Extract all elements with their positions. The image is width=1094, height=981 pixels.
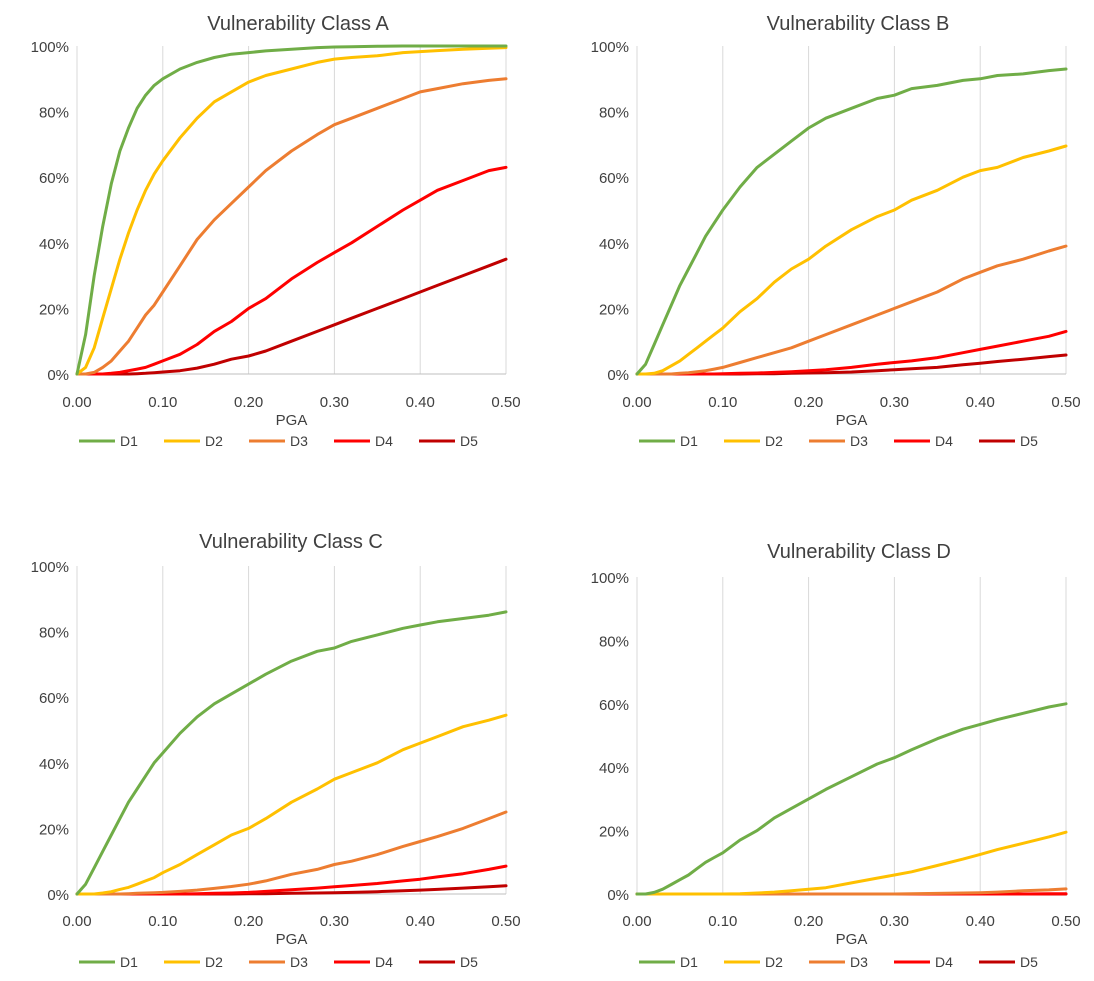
x-tick-label: 0.50 [491, 913, 520, 930]
legend-label-d4: D4 [375, 433, 393, 449]
y-tick-label: 100% [31, 39, 69, 56]
x-tick-label: 0.20 [794, 913, 823, 930]
chart-panel-2: Vulnerability Class C 0% 20% 40% 60% 80% 100% 0… [31, 531, 521, 970]
y-tick-label: 80% [599, 633, 629, 650]
legend-label-d4: D4 [935, 433, 953, 449]
y-tick-label: 40% [39, 756, 69, 773]
x-tick-label: 0.50 [1051, 394, 1080, 411]
series-line-d2 [635, 830, 1068, 896]
legend-label-d4: D4 [935, 954, 953, 970]
y-tick-label: 60% [39, 170, 69, 187]
x-tick-label: 0.00 [622, 394, 651, 411]
chart-title: Vulnerability Class A [207, 13, 389, 35]
y-tick-label: 20% [599, 301, 629, 318]
y-tick-label: 20% [39, 301, 69, 318]
x-tick-label: 0.40 [966, 394, 995, 411]
x-tick-label: 0.40 [406, 394, 435, 411]
y-tick-label: 40% [599, 760, 629, 777]
y-tick-label: 60% [599, 697, 629, 714]
x-tick-label: 0.00 [62, 913, 91, 930]
x-tick-label: 0.30 [880, 913, 909, 930]
legend-label-d2: D2 [765, 954, 783, 970]
legend-label-d2: D2 [205, 433, 223, 449]
x-tick-label: 0.30 [320, 913, 349, 930]
legend: D1 D2 D3 D4 D5 [639, 433, 1038, 449]
x-tick-label: 0.00 [62, 394, 91, 411]
y-tick-label: 80% [599, 105, 629, 122]
legend-label-d5: D5 [1020, 954, 1038, 970]
series-line-d2 [635, 144, 1068, 376]
chart-panel-0: Vulnerability Class A 0% 20% 40% 60% 80% 100% 0… [31, 13, 521, 449]
legend-label-d5: D5 [460, 954, 478, 970]
chart-title: Vulnerability Class C [199, 531, 383, 553]
legend-label-d5: D5 [1020, 433, 1038, 449]
x-tick-label: 0.10 [148, 394, 177, 411]
x-tick-label: 0.20 [234, 913, 263, 930]
legend: D1 D2 D3 D4 D5 [639, 954, 1038, 970]
x-tick-label: 0.20 [234, 394, 263, 411]
x-tick-label: 0.50 [1051, 913, 1080, 930]
legend-label-d2: D2 [765, 433, 783, 449]
series-line-d2 [75, 46, 508, 376]
y-tick-label: 0% [607, 367, 629, 384]
legend-label-d3: D3 [850, 433, 868, 449]
chart-panel-3: Vulnerability Class D 0% 20% 40% 60% 80% 100% 0… [591, 541, 1081, 970]
x-tick-label: 0.30 [320, 394, 349, 411]
series-line-d2 [75, 713, 508, 896]
legend-label-d5: D5 [460, 433, 478, 449]
chart-title: Vulnerability Class D [767, 541, 951, 563]
x-tick-label: 0.30 [880, 394, 909, 411]
series-line-d1 [635, 702, 1068, 896]
x-axis-label: PGA [276, 931, 308, 948]
legend-label-d3: D3 [290, 433, 308, 449]
legend-label-d3: D3 [850, 954, 868, 970]
x-axis-label: PGA [276, 412, 308, 429]
y-tick-label: 60% [599, 170, 629, 187]
legend: D1 D2 D3 D4 D5 [79, 954, 478, 970]
x-tick-label: 0.50 [491, 394, 520, 411]
legend-label-d1: D1 [120, 954, 138, 970]
legend-label-d1: D1 [680, 433, 698, 449]
y-tick-label: 80% [39, 105, 69, 122]
chart-title: Vulnerability Class B [767, 13, 950, 35]
y-tick-label: 100% [31, 559, 69, 576]
series-line-d4 [75, 165, 508, 376]
series-line-d3 [75, 77, 508, 376]
y-tick-label: 40% [39, 236, 69, 253]
x-tick-label: 0.40 [966, 913, 995, 930]
legend-label-d1: D1 [120, 433, 138, 449]
y-tick-label: 0% [47, 367, 69, 384]
y-tick-label: 0% [47, 887, 69, 904]
x-tick-label: 0.20 [794, 394, 823, 411]
chart-panel-1: Vulnerability Class B 0% 20% 40% 60% 80% 100% 0… [591, 13, 1081, 449]
y-tick-label: 100% [591, 570, 629, 587]
x-tick-label: 0.10 [708, 913, 737, 930]
y-tick-label: 40% [599, 236, 629, 253]
series-line-d3 [635, 244, 1068, 376]
x-tick-label: 0.10 [148, 913, 177, 930]
y-tick-label: 80% [39, 625, 69, 642]
legend-label-d3: D3 [290, 954, 308, 970]
x-axis-label: PGA [836, 931, 868, 948]
y-tick-label: 0% [607, 887, 629, 904]
series-line-d1 [75, 44, 508, 376]
series-line-d1 [75, 610, 508, 896]
y-tick-label: 20% [599, 824, 629, 841]
legend-label-d2: D2 [205, 954, 223, 970]
y-tick-label: 100% [591, 39, 629, 56]
series-line-d3 [75, 810, 508, 896]
y-tick-label: 20% [39, 821, 69, 838]
legend-label-d4: D4 [375, 954, 393, 970]
x-tick-label: 0.10 [708, 394, 737, 411]
legend-label-d1: D1 [680, 954, 698, 970]
series-line-d4 [635, 329, 1068, 376]
x-axis-label: PGA [836, 412, 868, 429]
series-line-d5 [75, 257, 508, 376]
x-tick-label: 0.00 [622, 913, 651, 930]
series-line-d1 [635, 67, 1068, 376]
y-tick-label: 60% [39, 690, 69, 707]
x-tick-label: 0.40 [406, 913, 435, 930]
legend: D1 D2 D3 D4 D5 [79, 433, 478, 449]
